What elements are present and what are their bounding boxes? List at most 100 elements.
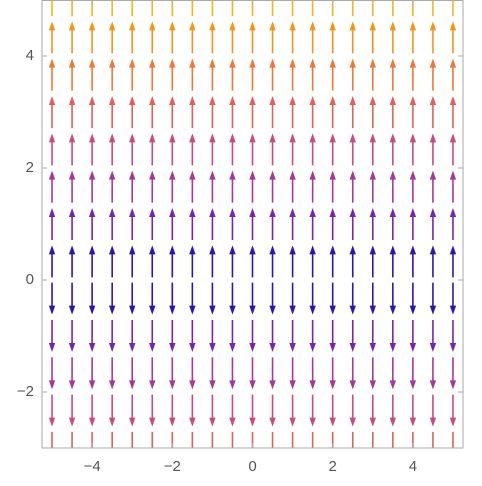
- vector-arrow: [409, 133, 417, 166]
- vector-arrow: [129, 96, 136, 128]
- vector-arrow: [149, 96, 156, 128]
- arrow-head: [169, 96, 176, 105]
- vector-arrow: [169, 320, 176, 352]
- arrow-head: [149, 343, 156, 352]
- vector-arrow: [369, 133, 376, 166]
- arrow-head: [209, 305, 216, 315]
- vector-arrow: [269, 282, 276, 315]
- arrow-head: [409, 170, 417, 180]
- vector-arrow: [189, 208, 196, 240]
- vector-arrow: [129, 357, 136, 390]
- vector-arrow: [249, 96, 256, 128]
- vector-arrow: [88, 96, 96, 128]
- vector-arrow: [108, 170, 116, 203]
- vector-arrow: [68, 394, 76, 427]
- arrow-head: [369, 305, 376, 315]
- arrow-head: [68, 343, 76, 352]
- vector-arrow: [88, 170, 96, 203]
- vector-arrow: [88, 58, 96, 91]
- vector-arrow: [369, 208, 376, 240]
- arrow-head: [68, 380, 76, 390]
- vector-arrow: [409, 357, 417, 390]
- arrow-head: [369, 133, 376, 143]
- vector-arrow: [129, 133, 136, 166]
- vector-arrow: [229, 357, 236, 390]
- arrow-head: [88, 245, 96, 255]
- vector-arrow: [169, 21, 176, 54]
- vector-arrow: [429, 58, 437, 91]
- vector-arrow: [329, 133, 336, 166]
- arrow-head: [129, 208, 136, 217]
- arrow-head: [289, 170, 296, 180]
- arrow-head: [429, 417, 437, 427]
- vector-arrow: [249, 394, 256, 427]
- vector-arrow: [389, 58, 397, 91]
- arrow-head: [149, 133, 156, 143]
- arrow-head: [329, 96, 336, 105]
- vector-arrow: [429, 96, 437, 128]
- arrow-head: [169, 343, 176, 352]
- vector-arrow: [169, 282, 176, 315]
- vector-arrow: [169, 245, 176, 278]
- vector-arrow: [249, 208, 256, 240]
- arrow-head: [229, 305, 236, 315]
- vector-arrow: [209, 320, 216, 352]
- vector-arrow: [68, 96, 76, 128]
- vector-arrow: [131, 0, 134, 16]
- vector-arrow: [189, 245, 196, 278]
- arrow-head: [449, 417, 457, 427]
- vector-arrow: [129, 245, 136, 278]
- arrow-head: [369, 96, 376, 105]
- arrow-head: [48, 417, 56, 427]
- vector-arrow: [369, 96, 376, 128]
- vector-arrow: [269, 394, 276, 427]
- vector-arrow: [48, 245, 56, 278]
- vector-arrow: [249, 170, 256, 203]
- vector-arrow: [409, 170, 417, 203]
- vector-arrow: [68, 282, 76, 315]
- arrow-head: [449, 58, 457, 68]
- vector-arrow: [271, 432, 274, 448]
- vector-arrow: [209, 208, 216, 240]
- vector-arrow: [249, 357, 256, 390]
- vector-arrow: [88, 357, 96, 390]
- arrow-head: [189, 305, 196, 315]
- arrow-head: [409, 21, 417, 31]
- arrow-head: [68, 245, 76, 255]
- arrow-head: [229, 343, 236, 352]
- arrow-head: [269, 208, 276, 217]
- arrow-head: [269, 133, 276, 143]
- vector-arrow: [269, 208, 276, 240]
- arrow-head: [409, 208, 417, 217]
- arrow-head: [409, 245, 417, 255]
- vector-arrow: [311, 432, 314, 448]
- vector-arrow: [289, 170, 296, 203]
- vector-arrow: [429, 170, 437, 203]
- vector-arrow: [429, 245, 437, 278]
- vector-arrow: [269, 133, 276, 166]
- arrow-head: [429, 305, 437, 315]
- arrow-head: [309, 133, 316, 143]
- y-tick-label: 2: [26, 159, 34, 176]
- arrow-head: [349, 21, 356, 31]
- vector-arrow: [48, 357, 56, 390]
- arrow-head: [189, 21, 196, 31]
- arrow-head: [68, 417, 76, 427]
- vector-arrow: [108, 245, 116, 278]
- arrow-head: [269, 380, 276, 390]
- arrow-head: [289, 380, 296, 390]
- arrow-head: [189, 380, 196, 390]
- arrow-head: [149, 58, 156, 68]
- vector-arrow: [269, 21, 276, 54]
- vector-arrow: [309, 282, 316, 315]
- arrow-head: [48, 96, 56, 105]
- arrow-head: [68, 170, 76, 180]
- vector-arrow: [389, 320, 397, 352]
- arrow-head: [88, 343, 96, 352]
- arrow-head: [429, 170, 437, 180]
- arrow-head: [329, 343, 336, 352]
- arrow-head: [129, 58, 136, 68]
- vector-arrow: [129, 208, 136, 240]
- vector-arrow: [349, 208, 356, 240]
- vector-arrow: [48, 282, 56, 315]
